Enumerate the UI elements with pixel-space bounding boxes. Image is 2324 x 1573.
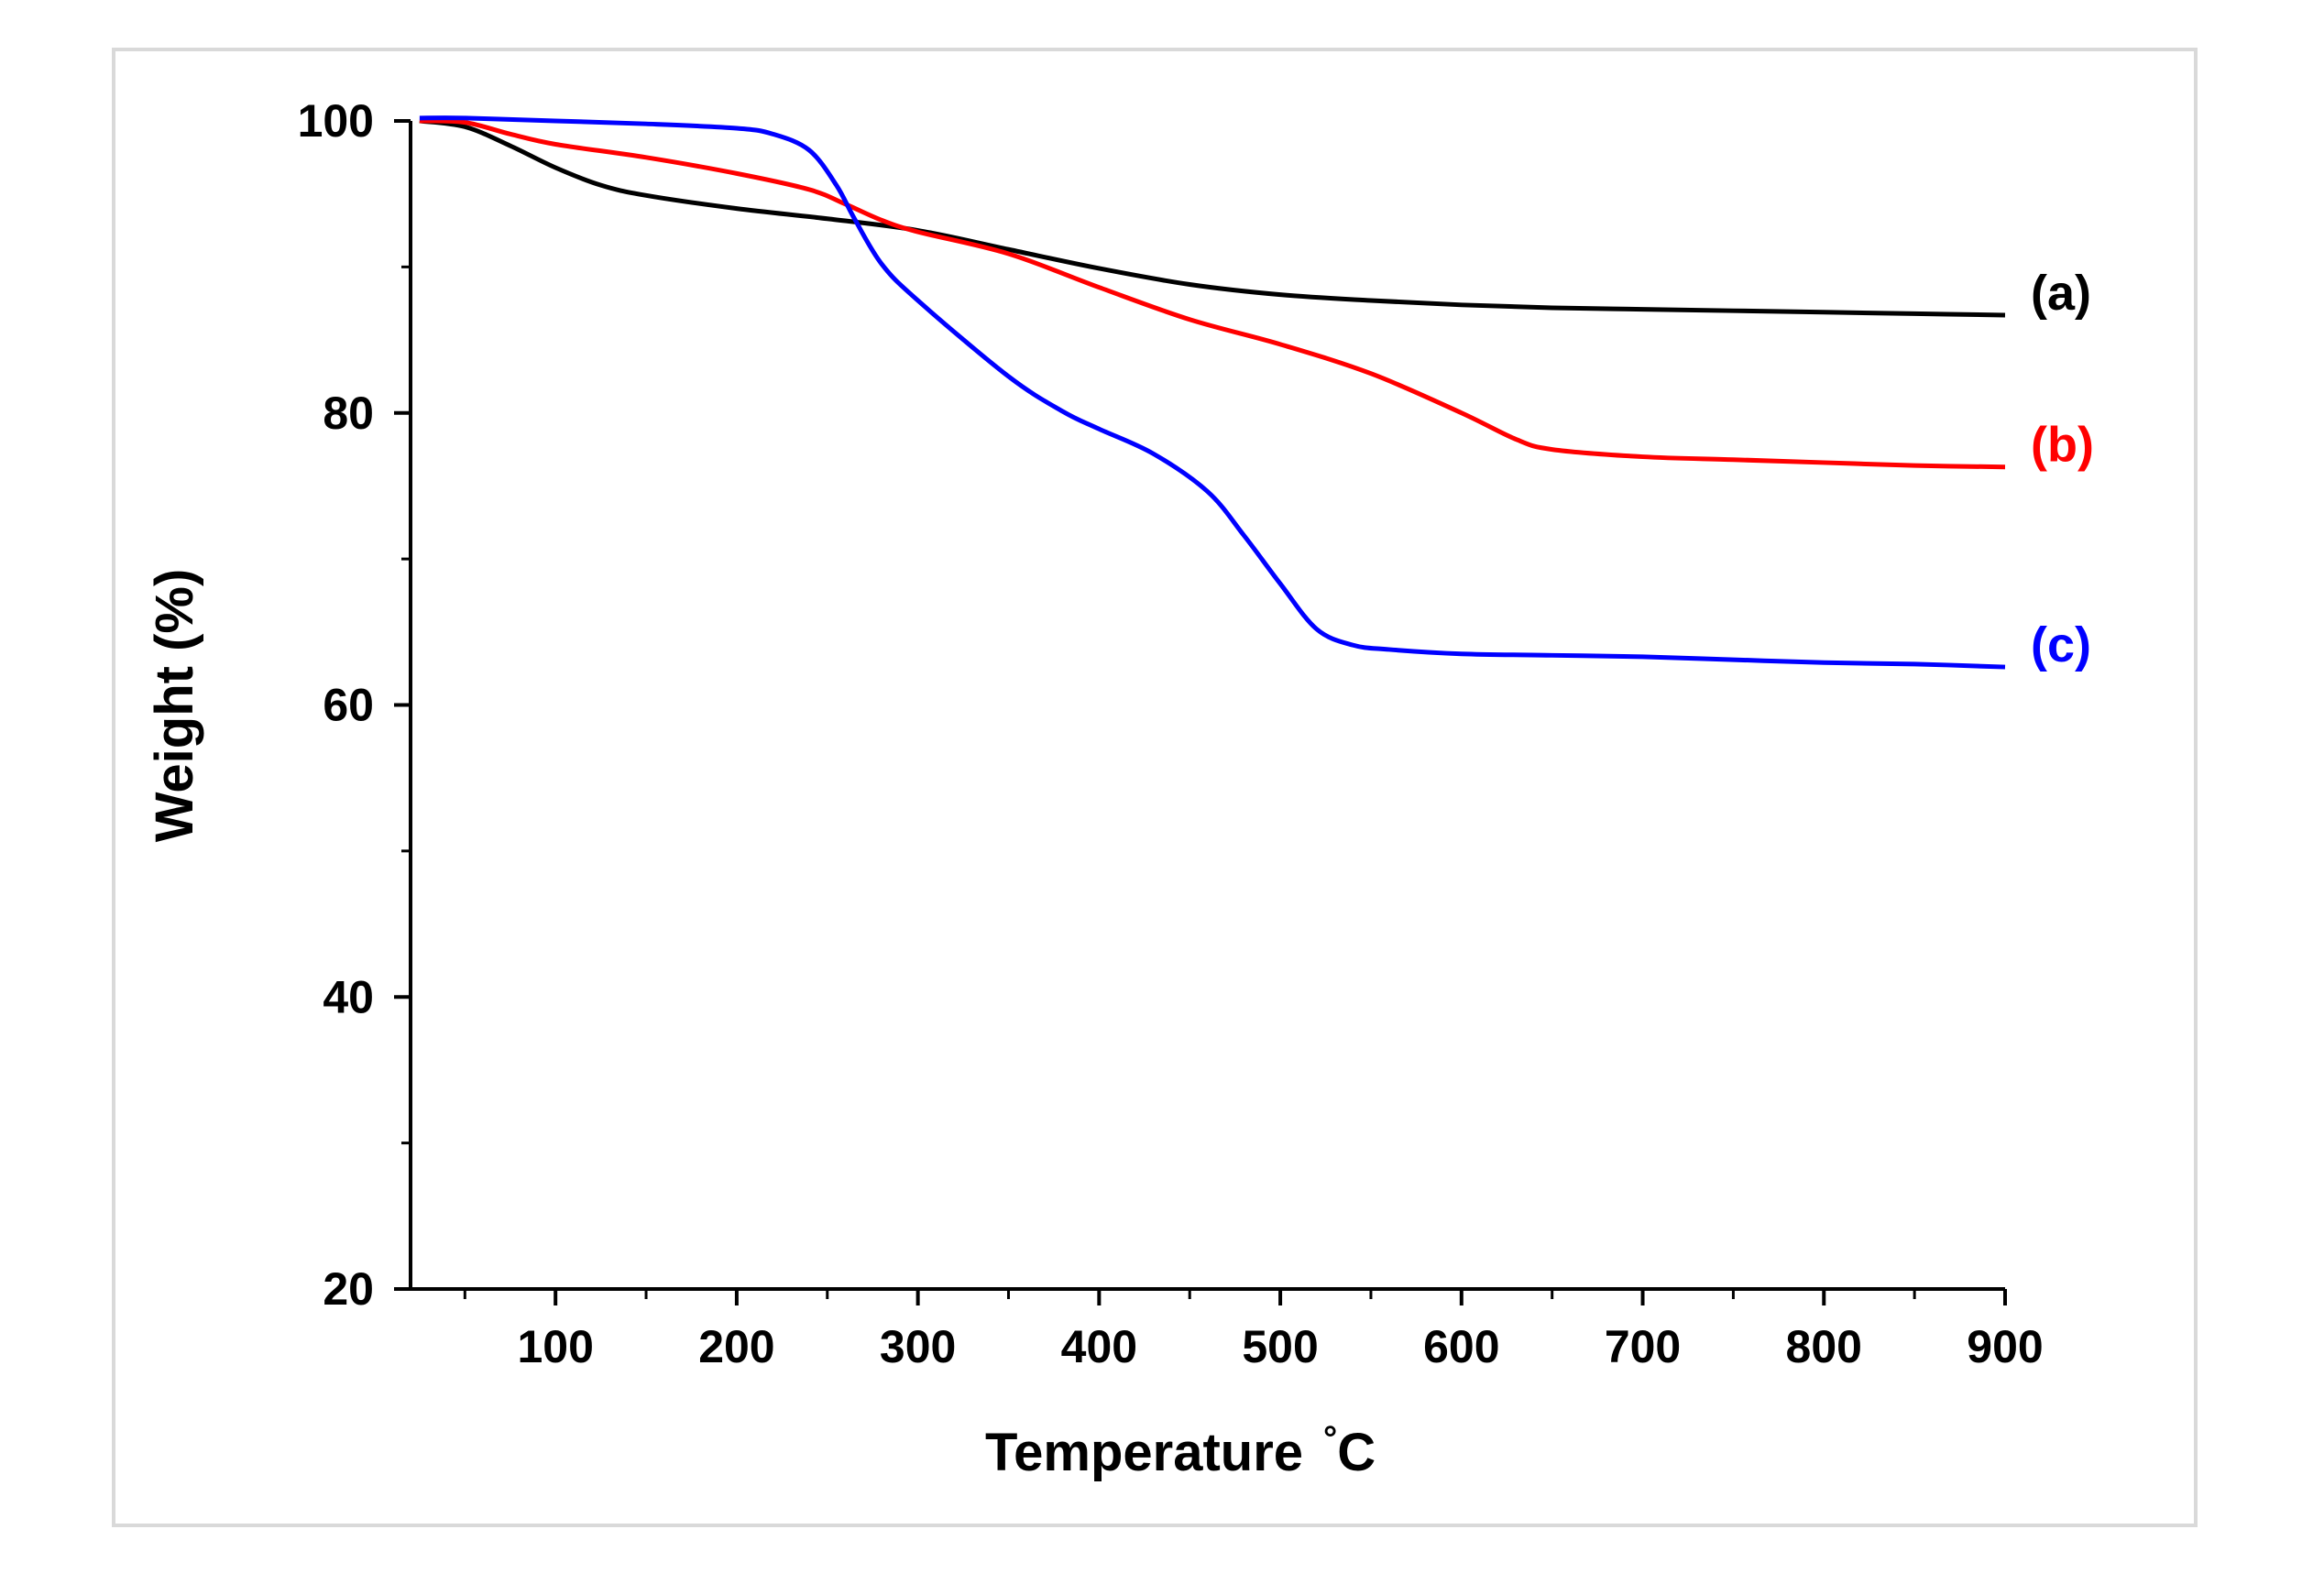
series-line-a (419, 118, 2006, 318)
x-tick-label: 200 (698, 1321, 774, 1372)
y-tick-label: 80 (323, 388, 374, 439)
labels-group: (a) (b) (c) (2031, 266, 2094, 672)
x-tick-label: 400 (1061, 1321, 1137, 1372)
series-label-c: (c) (2031, 617, 2091, 672)
series-label-b: (b) (2031, 418, 2094, 473)
series-line-c (419, 115, 2006, 670)
x-tick-label: 600 (1423, 1321, 1499, 1372)
ticks: 100 200 300 400 500 600 700 800 900 20 40 60 80 100 (298, 95, 2044, 1372)
x-tick-label: 100 (517, 1321, 593, 1372)
y-tick-label: 100 (298, 95, 374, 147)
y-tick-label: 20 (323, 1263, 374, 1315)
x-tick-label: 300 (880, 1321, 956, 1372)
y-tick-label: 60 (323, 680, 374, 731)
series-group (419, 115, 2006, 670)
x-tick-label: 900 (1967, 1321, 2043, 1372)
series-line-b (419, 118, 2006, 470)
series-label-a: (a) (2031, 266, 2091, 321)
y-tick-label: 40 (323, 971, 374, 1022)
axes (409, 121, 2005, 1291)
x-tick-label: 800 (1786, 1321, 1862, 1372)
x-tick-label: 500 (1242, 1321, 1318, 1372)
y-axis-title: Weight (%) (145, 569, 204, 843)
figure-frame (112, 48, 2198, 1527)
x-axis-title: Temperature °C (985, 1420, 1376, 1482)
x-tick-label: 700 (1605, 1321, 1681, 1372)
